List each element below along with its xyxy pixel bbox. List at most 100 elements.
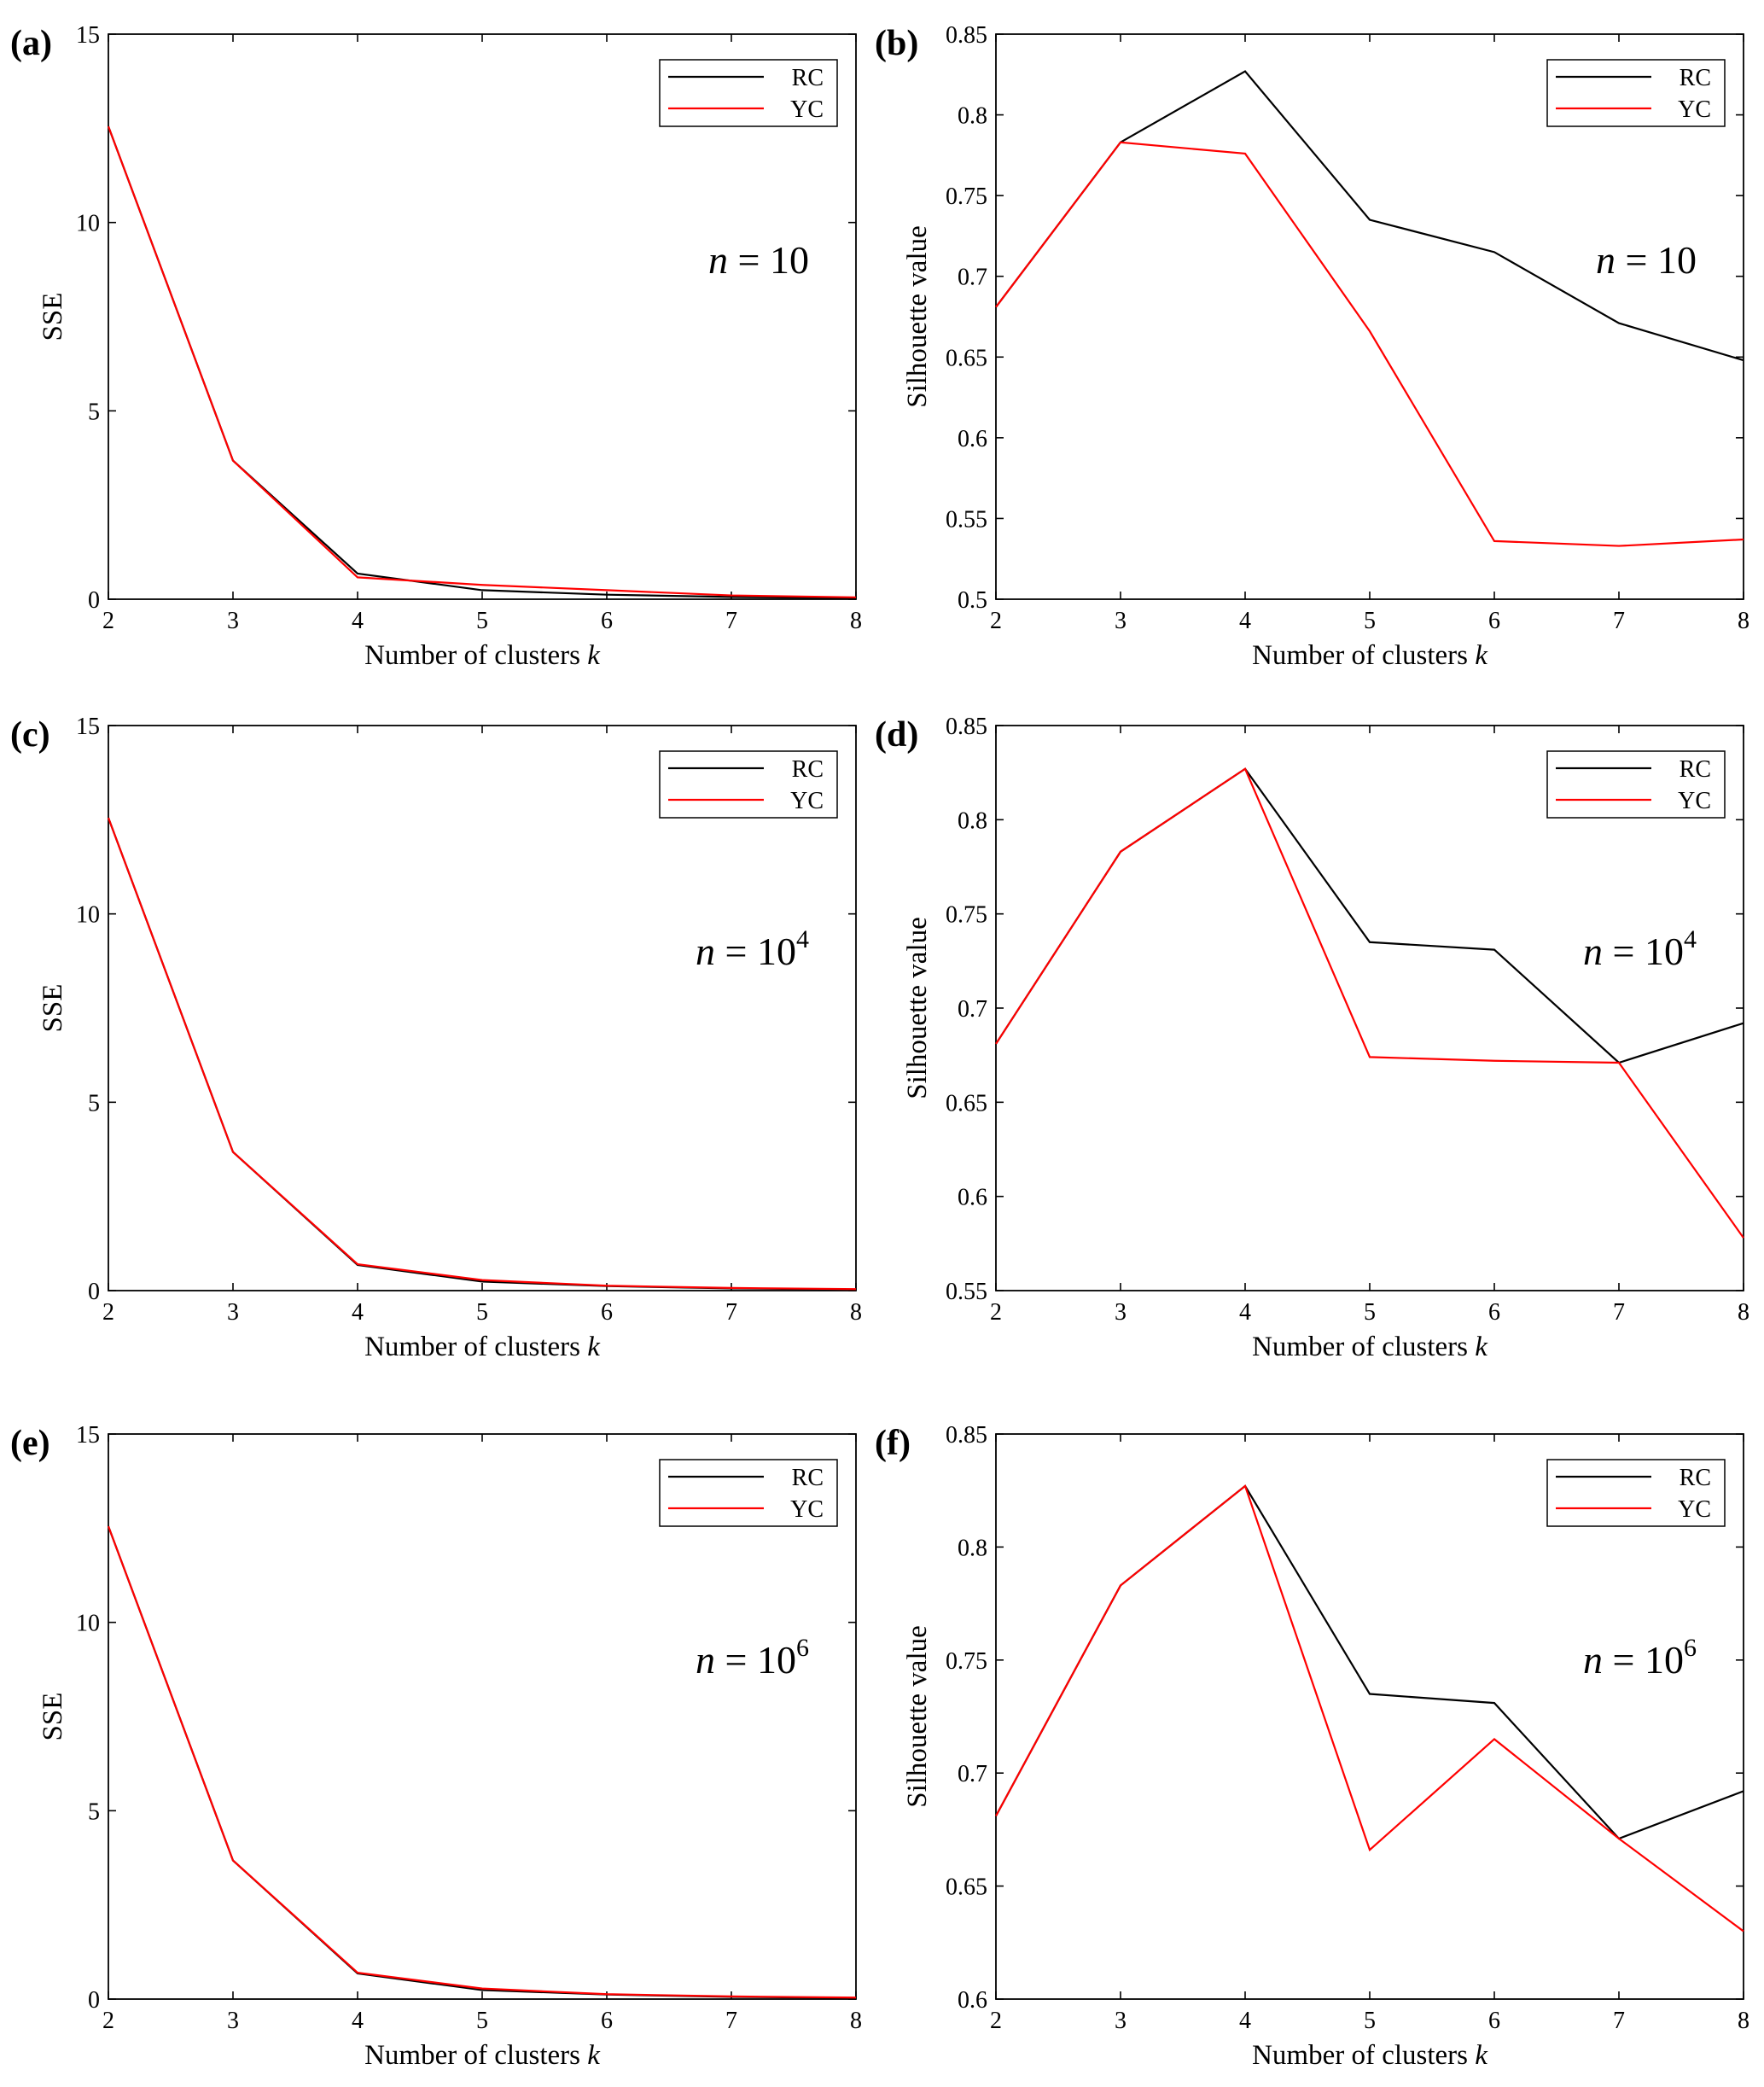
legend-box [659, 1459, 838, 1527]
n-annotation: n = 10 [708, 238, 809, 282]
series-line-yc [995, 1484, 1744, 1933]
axes-box [995, 1433, 1744, 2000]
y-axis-label: SSE [38, 1693, 68, 1741]
y-tick-label: 0 [88, 1987, 100, 2014]
x-tick-label: 8 [850, 1299, 862, 1326]
legend: RC YC [659, 1459, 838, 1527]
axes-box [108, 725, 857, 1291]
x-tick-label: 2 [102, 608, 114, 634]
x-tick-label: 2 [102, 2008, 114, 2034]
x-axis-label: Number of clusters k [1252, 1332, 1488, 1362]
y-tick-label: 0.8 [958, 807, 987, 834]
series-line-yc [107, 817, 857, 1291]
x-tick-label: 7 [725, 2008, 737, 2034]
y-tick-label: 5 [88, 1090, 100, 1116]
legend-box [1546, 59, 1726, 127]
y-tick-label: 0.85 [946, 22, 987, 49]
y-tick-label: 0.7 [958, 996, 987, 1023]
y-axis-label: Silhouette value [902, 917, 933, 1099]
x-tick-label: 2 [990, 1299, 1002, 1326]
panel-label: (d) [875, 715, 918, 755]
x-axis-label: Number of clusters k [364, 640, 601, 671]
y-tick-label: 0.8 [958, 1535, 987, 1561]
y-tick-label: 15 [76, 714, 100, 740]
legend: RC YC [659, 59, 838, 127]
legend-box [659, 750, 838, 819]
legend-label-rc: RC [1680, 756, 1711, 783]
y-axis-label: SSE [38, 984, 68, 1033]
x-tick-label: 2 [102, 1299, 114, 1326]
panel-label: (e) [10, 1424, 50, 1463]
y-tick-label: 5 [88, 399, 100, 425]
legend-box [659, 59, 838, 127]
n-annotation: n = 104 [1583, 925, 1697, 973]
x-tick-label: 4 [352, 608, 364, 634]
x-axis-label: Number of clusters k [364, 2040, 601, 2071]
x-tick-label: 3 [227, 608, 239, 634]
legend-label-yc: YC [1678, 1496, 1711, 1523]
panel-d: (d) 2 3 4 5 6 7 8 0.55 0.6 0.65 0.7 0.75 0.8 0.85 Numbe… [875, 714, 1749, 1362]
series-line-rc [107, 1525, 857, 1999]
n-annotation: n = 10 [1596, 238, 1697, 282]
panel-label: (a) [10, 24, 52, 63]
x-tick-label: 6 [601, 608, 613, 634]
x-tick-label: 3 [227, 2008, 239, 2034]
x-tick-label: 6 [1488, 608, 1500, 634]
series-line-yc [107, 125, 857, 598]
panel-label: (c) [10, 715, 50, 755]
y-tick-label: 0.65 [946, 345, 987, 371]
x-tick-label: 8 [1738, 608, 1749, 634]
legend-label-yc: YC [1678, 788, 1711, 814]
x-tick-label: 8 [850, 2008, 862, 2034]
x-tick-label: 3 [1115, 1299, 1127, 1326]
y-tick-label: 0.75 [946, 1648, 987, 1675]
legend-label-rc: RC [792, 756, 824, 783]
legend: RC YC [1546, 59, 1726, 127]
x-tick-label: 5 [476, 1299, 488, 1326]
y-tick-label: 0.5 [958, 587, 987, 614]
x-tick-label: 5 [1364, 1299, 1376, 1326]
y-tick-label: 0.75 [946, 902, 987, 929]
x-axis-label: Number of clusters k [364, 1332, 601, 1362]
x-tick-label: 6 [601, 2008, 613, 2034]
x-tick-label: 4 [1239, 2008, 1251, 2034]
x-tick-label: 3 [1115, 2008, 1127, 2034]
y-tick-label: 0 [88, 1279, 100, 1305]
legend-label-rc: RC [792, 1465, 824, 1491]
n-annotation: n = 104 [696, 925, 809, 973]
legend-label-yc: YC [790, 96, 824, 123]
panel-c: (c) 2 3 4 5 6 7 8 0 5 10 15 Number of clusters k SSE R… [10, 714, 862, 1362]
x-tick-label: 2 [990, 2008, 1002, 2034]
y-tick-label: 5 [88, 1798, 100, 1825]
y-tick-label: 0.7 [958, 265, 987, 291]
y-tick-label: 0.55 [946, 1279, 987, 1305]
legend: RC YC [1546, 1459, 1726, 1527]
x-tick-label: 5 [476, 608, 488, 634]
y-tick-label: 0.85 [946, 714, 987, 740]
y-tick-label: 0.6 [958, 426, 987, 452]
panel-e: (e) 2 3 4 5 6 7 8 0 5 10 15 Number of clusters k SSE R… [10, 1422, 862, 2071]
y-tick-label: 0.7 [958, 1761, 987, 1787]
panel-label: (b) [875, 24, 918, 63]
axes-box [108, 1433, 857, 2000]
n-annotation: n = 106 [696, 1634, 809, 1682]
y-tick-label: 0 [88, 587, 100, 614]
series-line-yc [107, 1525, 857, 1999]
panel-b: (b) 2 3 4 5 6 7 8 0.5 0.55 0.6 0.65 0.7 0.75 0.8 0.85 Nu… [875, 22, 1749, 671]
x-tick-label: 8 [1738, 2008, 1749, 2034]
x-tick-label: 6 [1488, 2008, 1500, 2034]
axes-box [108, 33, 857, 600]
x-tick-label: 3 [1115, 608, 1127, 634]
y-axis-label: SSE [38, 293, 68, 341]
x-tick-label: 6 [1488, 1299, 1500, 1326]
x-tick-label: 5 [1364, 2008, 1376, 2034]
x-tick-label: 5 [1364, 608, 1376, 634]
x-tick-label: 4 [352, 2008, 364, 2034]
legend-label-rc: RC [1680, 65, 1711, 91]
y-tick-label: 0.65 [946, 1090, 987, 1116]
series-line-rc [107, 125, 857, 599]
y-tick-label: 0.75 [946, 184, 987, 210]
x-tick-label: 4 [1239, 1299, 1251, 1326]
series-line-yc [995, 767, 1744, 1239]
series-line-yc [995, 141, 1744, 547]
